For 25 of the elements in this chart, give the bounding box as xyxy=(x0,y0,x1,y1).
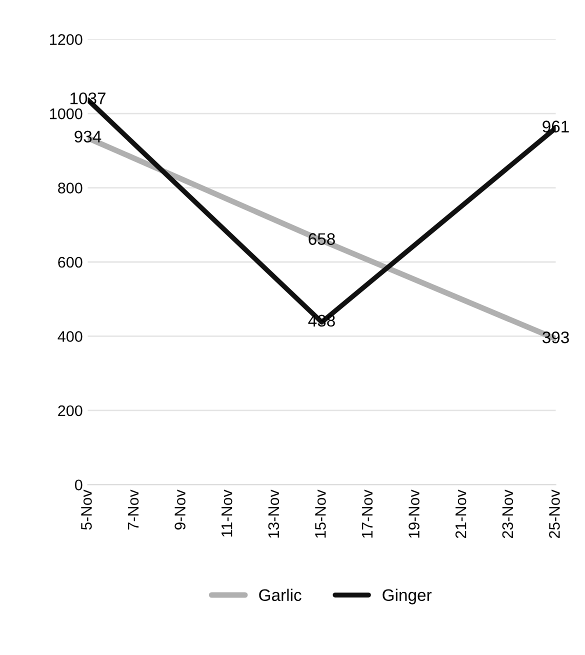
x-tick-label: 5-Nov xyxy=(81,490,92,530)
y-tick-label: 1200 xyxy=(50,34,82,45)
legend-label: Ginger xyxy=(382,588,432,604)
x-tick-label: 15-Nov xyxy=(315,490,326,538)
x-tick-label: 7-Nov xyxy=(128,490,139,530)
data-label: 934 xyxy=(74,130,102,143)
x-tick-label: 17-Nov xyxy=(362,490,373,538)
y-tick-label: 800 xyxy=(58,182,82,194)
legend-label: Garlic xyxy=(259,588,302,602)
y-tick-label: 200 xyxy=(58,405,82,416)
x-tick-label: 13-Nov xyxy=(268,490,280,538)
y-tick-label: 400 xyxy=(58,331,82,342)
x-tick-label: 19-Nov xyxy=(408,490,420,538)
y-tick-label: 0 xyxy=(74,480,82,490)
data-label: 658 xyxy=(308,233,335,245)
data-label: 961 xyxy=(542,120,569,132)
x-tick-label: 21-Nov xyxy=(455,490,466,538)
x-tick-label: 25-Nov xyxy=(549,490,560,538)
y-tick-label: 1000 xyxy=(50,108,82,120)
x-tick-label: 11-Nov xyxy=(222,490,232,537)
x-tick-label: 9-Nov xyxy=(174,490,186,530)
x-tick-label: 23-Nov xyxy=(502,490,514,538)
data-label: 393 xyxy=(542,332,569,344)
y-tick-label: 600 xyxy=(58,256,82,268)
data-label: 1037 xyxy=(70,92,106,104)
